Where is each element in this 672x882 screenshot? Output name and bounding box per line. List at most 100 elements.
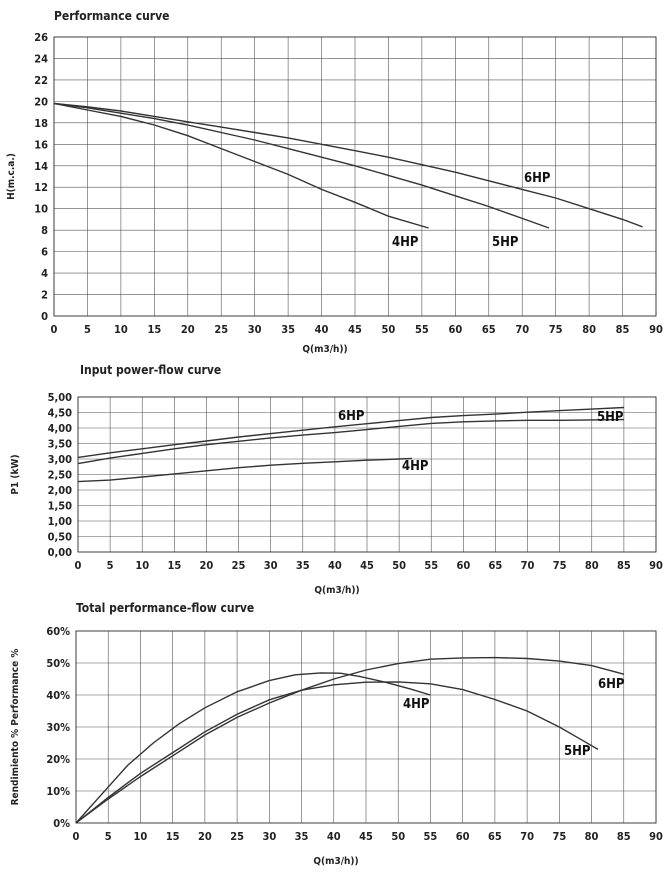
y-tick-label: 24 [34, 52, 48, 65]
chart-2: Input power-flow curve 0 5 10 15 20 25 30 35 40 45… [10, 363, 663, 596]
x-tick-label: 90 [649, 323, 663, 336]
series-line-5hp [77, 418, 624, 465]
x-tick-label: 0 [75, 559, 82, 572]
y-tick-label: 1,50 [48, 500, 73, 513]
x-tick-label: 80 [585, 559, 599, 572]
y-tick-label: 20 [34, 95, 48, 108]
x-tick-label: 50 [392, 559, 406, 572]
y-tick-label: 26 [34, 31, 48, 44]
y-tick-label: 6 [41, 246, 48, 259]
series-label-4hp: 4HP [392, 235, 419, 250]
x-tick-label: 70 [515, 323, 529, 336]
x-tick-label: 50 [391, 830, 405, 843]
x-tick-label: 15 [147, 323, 161, 336]
x-tick-label: 85 [617, 830, 631, 843]
series-line-5hp [75, 681, 599, 824]
x-tick-label: 90 [649, 830, 663, 843]
x-tick-label: 20 [198, 830, 212, 843]
y-tick-label: 60% [46, 625, 70, 638]
series-line-6hp [77, 406, 624, 459]
series-line-4hp [75, 672, 431, 824]
y-tick-label: 0% [53, 817, 70, 830]
x-tick-label: 25 [230, 830, 244, 843]
x-tick-label: 80 [582, 323, 596, 336]
x-tick-label: 75 [549, 323, 563, 336]
x-tick-label: 20 [181, 323, 195, 336]
y-tick-label: 2 [41, 289, 48, 302]
y-tick-label: 4 [41, 267, 48, 280]
plot-frame [75, 630, 657, 824]
y-tick-label: 40% [46, 689, 70, 702]
x-tick-label: 0 [73, 830, 80, 843]
y-axis-label: P1 (kW) [10, 454, 21, 494]
y-tick-label: 18 [34, 117, 48, 130]
y-tick-label: 20% [46, 753, 70, 766]
x-tick-label: 10 [134, 830, 148, 843]
series-label-5hp: 5HP [492, 235, 519, 250]
y-tick-label: 2,50 [48, 469, 73, 482]
x-tick-label: 40 [315, 323, 329, 336]
y-tick-label: 12 [34, 181, 48, 194]
x-tick-label: 15 [166, 830, 180, 843]
x-tick-label: 10 [114, 323, 128, 336]
y-tick-label: 10 [34, 203, 48, 216]
series-line-5hp [53, 102, 550, 229]
series-label-4hp: 4HP [403, 697, 430, 712]
x-tick-label: 35 [295, 830, 309, 843]
series-line-4hp [77, 457, 413, 483]
x-tick-label: 55 [424, 559, 438, 572]
x-tick-label: 25 [232, 559, 246, 572]
x-tick-label: 75 [552, 830, 566, 843]
x-tick-label: 5 [84, 323, 91, 336]
y-tick-label: 5,00 [48, 391, 73, 404]
x-tick-label: 70 [520, 830, 534, 843]
y-tick-label: 2,00 [48, 484, 73, 497]
chart-3: Total performance-flow curve 0 5 10 15 20 25 30… [10, 601, 663, 867]
series-line-6hp [53, 102, 643, 228]
plot-frame [77, 396, 657, 553]
x-tick-label: 65 [489, 559, 503, 572]
y-tick-label: 30% [46, 721, 70, 734]
x-tick-label: 35 [296, 559, 310, 572]
x-tick-label: 45 [359, 830, 373, 843]
series-label-5hp: 5HP [564, 744, 591, 759]
x-tick-label: 75 [553, 559, 567, 572]
x-tick-label: 70 [521, 559, 535, 572]
x-tick-label: 45 [360, 559, 374, 572]
x-tick-label: 15 [167, 559, 181, 572]
x-tick-label: 40 [328, 559, 342, 572]
x-axis-label: Q(m3/h)) [302, 344, 347, 355]
x-tick-label: 65 [482, 323, 496, 336]
series-label-4hp: 4HP [402, 459, 429, 474]
x-tick-label: 10 [135, 559, 149, 572]
y-tick-label: 8 [41, 224, 48, 237]
x-tick-label: 30 [264, 559, 278, 572]
x-tick-label: 85 [617, 559, 631, 572]
y-axis-label: Rendimiento % Performance % [10, 649, 21, 806]
series-label-6hp: 6HP [338, 409, 365, 424]
series-label-6hp: 6HP [524, 171, 551, 186]
x-tick-label: 85 [616, 323, 630, 336]
x-axis-label: Q(m3/h)) [313, 856, 358, 867]
x-tick-label: 60 [456, 830, 470, 843]
x-tick-label: 25 [214, 323, 228, 336]
y-tick-label: 3,00 [48, 453, 73, 466]
x-tick-label: 60 [448, 323, 462, 336]
x-tick-label: 5 [105, 830, 112, 843]
series-label-5hp: 5HP [597, 410, 624, 425]
x-tick-label: 35 [281, 323, 295, 336]
chart-title: Performance curve [54, 9, 169, 23]
x-tick-label: 30 [262, 830, 276, 843]
x-tick-label: 5 [107, 559, 114, 572]
x-tick-label: 30 [248, 323, 262, 336]
y-tick-label: 4,50 [48, 407, 73, 420]
series-line-6hp [75, 656, 624, 824]
chart-title: Total performance-flow curve [76, 601, 254, 615]
y-tick-label: 16 [34, 138, 48, 151]
x-tick-label: 60 [456, 559, 470, 572]
chart-title: Input power-flow curve [80, 363, 221, 377]
y-tick-label: 0 [41, 310, 48, 323]
x-tick-label: 45 [348, 323, 362, 336]
